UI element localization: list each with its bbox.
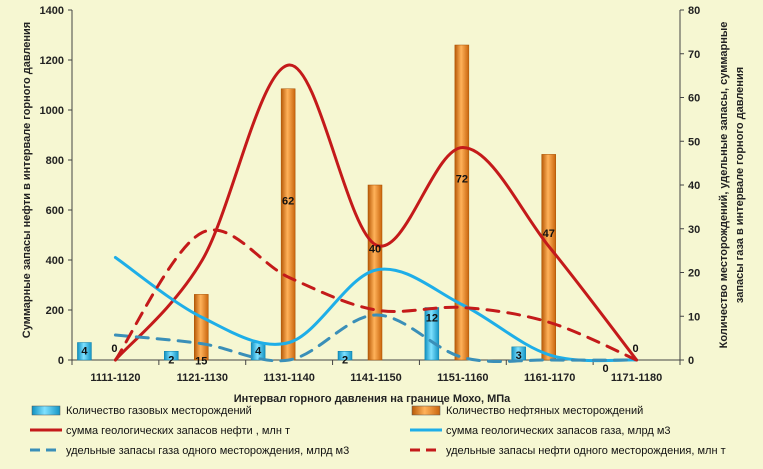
legend-entry: Количество газовых месторождений bbox=[66, 405, 252, 417]
y-tick-label: 800 bbox=[46, 155, 64, 167]
series-line-3 bbox=[113, 313, 639, 363]
y2-axis-label-line1: Количество месторождений, удельные запас… bbox=[718, 22, 730, 349]
x-tick-label: 1111-1120 bbox=[90, 372, 140, 384]
series-line-2 bbox=[113, 256, 639, 363]
x-axis-label: Интервал горного давления на границе Мох… bbox=[234, 393, 511, 405]
y2-tick-label: 50 bbox=[688, 136, 700, 148]
gas-bar-label: 4 bbox=[255, 346, 262, 358]
series-line-4 bbox=[113, 228, 639, 362]
y2-tick-label: 10 bbox=[688, 311, 700, 323]
y-tick-label: 1000 bbox=[40, 105, 64, 117]
legend-entry: Количество нефтяных месторождений bbox=[446, 405, 643, 417]
y-tick-label: 600 bbox=[46, 205, 64, 217]
oil-bar-label: 62 bbox=[282, 195, 294, 207]
y2-tick-label: 80 bbox=[688, 5, 700, 17]
y2-axis-label-line2: запасы газа в интервале горного давления bbox=[734, 67, 746, 303]
oil-bar-label: 47 bbox=[543, 228, 555, 240]
y-axis-label: Суммарные запасы нефти в интервале горно… bbox=[21, 22, 33, 338]
y2-tick-label: 30 bbox=[688, 224, 700, 236]
lines-group bbox=[113, 63, 639, 363]
legend-entry: удельные запасы нефти одного месторожден… bbox=[446, 445, 726, 457]
legend-entry: сумма геологических запасов нефти , млн … bbox=[66, 425, 290, 437]
y-tick-label: 1400 bbox=[40, 5, 64, 17]
gas-bar-label: 3 bbox=[516, 350, 522, 362]
y-tick-label: 200 bbox=[46, 305, 64, 317]
oil-bar-label: 40 bbox=[369, 244, 381, 256]
gas-bar-label: 12 bbox=[426, 313, 438, 325]
oil-bar bbox=[280, 88, 296, 361]
oil-bar-label: 0 bbox=[633, 343, 639, 355]
legend: Количество газовых месторождений Количест… bbox=[30, 405, 726, 457]
y2-tick-label: 60 bbox=[688, 93, 700, 105]
legend-swatch bbox=[31, 405, 61, 416]
oil-bar-label: 0 bbox=[111, 343, 117, 355]
oil-bar-label: 72 bbox=[456, 174, 468, 186]
gas-bar-label: 2 bbox=[342, 354, 348, 366]
oil-bar-label: 15 bbox=[195, 355, 207, 367]
y-tick-label: 1200 bbox=[40, 55, 64, 67]
bars-group bbox=[77, 44, 556, 361]
data-labels-group: 4 2 4 2 12 3 0 0 15 62 40 72 47 0 bbox=[81, 174, 638, 376]
gas-bar-label: 0 bbox=[603, 363, 609, 375]
gas-bar-label: 2 bbox=[168, 354, 174, 366]
y2-tick-label: 0 bbox=[688, 355, 694, 367]
x-tick-label: 1151-1160 bbox=[437, 372, 488, 384]
gas-bar-label: 4 bbox=[81, 346, 88, 358]
x-tick-label: 1171-1180 bbox=[611, 372, 662, 384]
axes: 0200400600800100012001400010203040506070… bbox=[40, 5, 701, 384]
gas-bar bbox=[164, 351, 179, 361]
legend-entry: удельные запасы газа одного месторождени… bbox=[66, 445, 349, 457]
oil-bar bbox=[454, 44, 470, 361]
legend-swatch bbox=[411, 405, 441, 416]
series-line-1 bbox=[113, 63, 639, 362]
oil-bar bbox=[541, 154, 556, 361]
gas-bar bbox=[337, 351, 353, 361]
x-tick-label: 1161-1170 bbox=[524, 372, 575, 384]
gas-bar bbox=[77, 342, 92, 361]
y-tick-label: 400 bbox=[46, 255, 64, 267]
x-tick-label: 1141-1150 bbox=[350, 372, 401, 384]
oil-bar bbox=[194, 294, 209, 361]
y2-tick-label: 20 bbox=[688, 268, 700, 280]
y-tick-label: 0 bbox=[58, 355, 64, 367]
y2-tick-label: 70 bbox=[688, 49, 700, 61]
x-tick-label: 1121-1130 bbox=[177, 372, 228, 384]
legend-entry: сумма геологических запасов газа, млрд м… bbox=[446, 425, 671, 437]
x-tick-label: 1131-1140 bbox=[263, 372, 314, 384]
y2-tick-label: 40 bbox=[688, 180, 700, 192]
